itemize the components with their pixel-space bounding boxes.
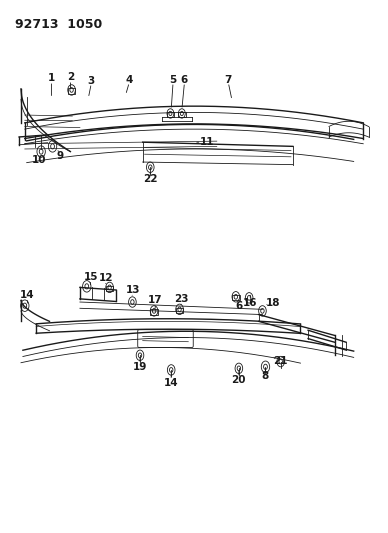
Text: 92713  1050: 92713 1050	[15, 19, 102, 31]
Text: 2: 2	[67, 72, 74, 83]
Text: 19: 19	[133, 362, 147, 372]
Text: 13: 13	[126, 285, 140, 295]
Text: 17: 17	[148, 295, 163, 305]
Bar	[150, 309, 158, 314]
Text: 14: 14	[164, 378, 178, 388]
Bar	[232, 295, 240, 301]
Text: 22: 22	[143, 174, 158, 184]
Text: 18: 18	[266, 298, 281, 308]
Text: 16: 16	[243, 298, 258, 308]
Text: 15: 15	[83, 272, 98, 282]
Bar	[166, 112, 174, 117]
Text: 6: 6	[181, 75, 188, 85]
Text: 20: 20	[232, 375, 246, 385]
Text: 21: 21	[274, 356, 288, 366]
Text: 23: 23	[175, 294, 189, 304]
Text: 8: 8	[262, 371, 269, 381]
Text: 12: 12	[99, 273, 113, 283]
Bar	[68, 88, 75, 94]
Text: 3: 3	[88, 76, 95, 86]
Text: 14: 14	[20, 290, 35, 300]
Bar	[178, 112, 185, 117]
Text: 9: 9	[57, 151, 64, 161]
Text: 4: 4	[126, 75, 133, 85]
Bar	[176, 308, 184, 313]
Text: 11: 11	[200, 137, 215, 147]
Text: 1: 1	[48, 74, 55, 84]
Text: 10: 10	[31, 156, 46, 165]
Text: 7: 7	[225, 75, 232, 85]
Bar	[106, 286, 113, 291]
Text: 6: 6	[235, 301, 242, 311]
Text: 5: 5	[170, 75, 177, 85]
